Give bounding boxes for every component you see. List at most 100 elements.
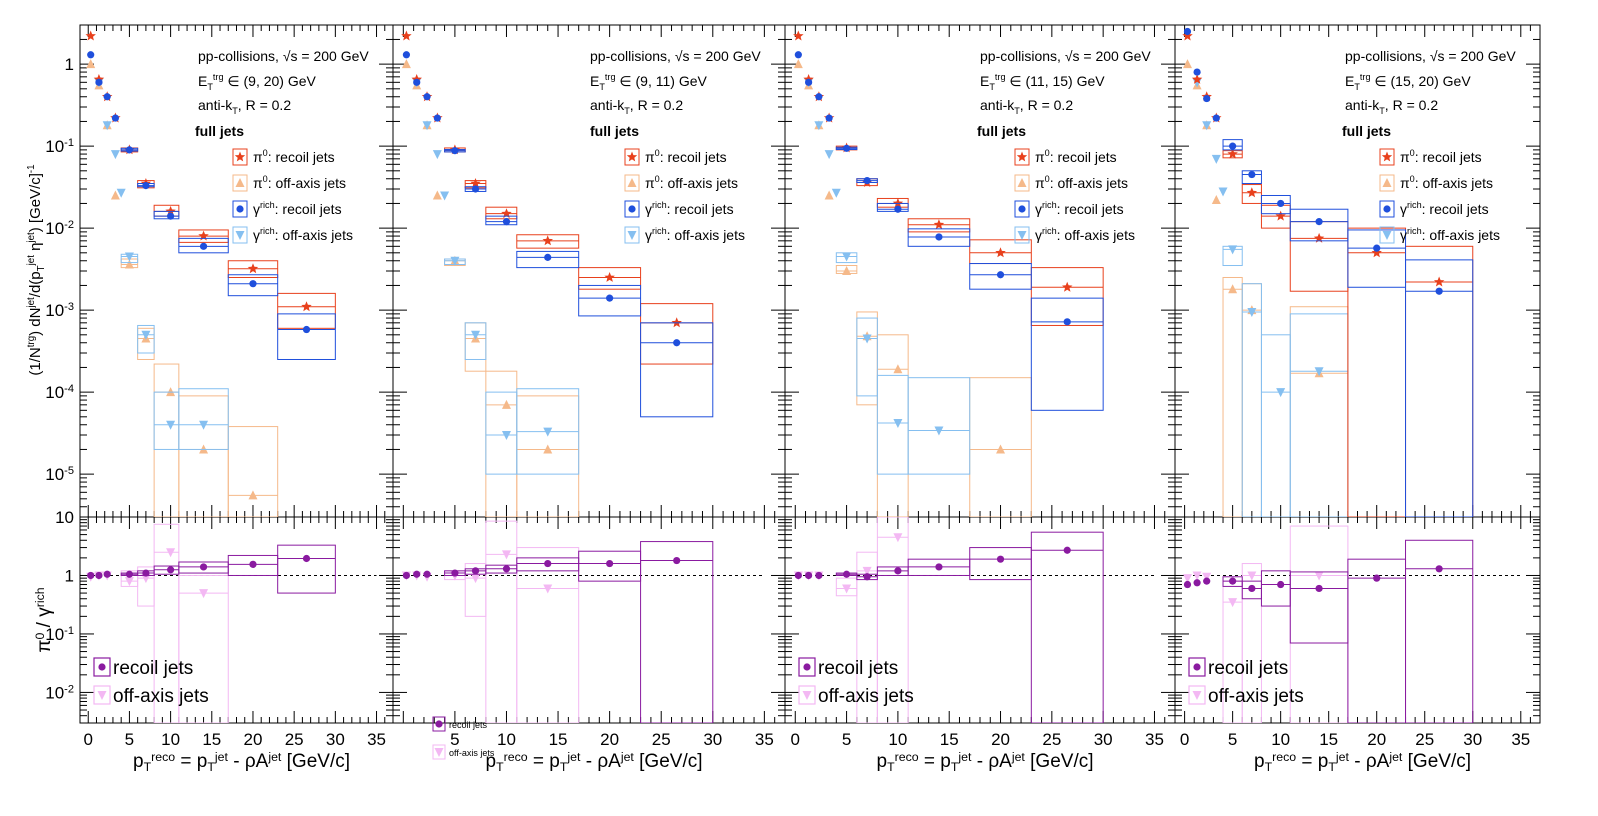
top-frame [392, 24, 786, 518]
pi0-recoil-point [301, 301, 312, 312]
legend-marker [235, 178, 245, 187]
legend-box [1379, 226, 1395, 244]
x-tick-label: 5 [842, 730, 851, 749]
gamma-recoil-point [1063, 318, 1071, 326]
legend-label: γrich​: recoil jets [1400, 200, 1489, 217]
legend-marker [234, 151, 246, 162]
gamma-offaxis-point [893, 419, 903, 429]
legend-box [432, 744, 446, 760]
gamma-recoil-syst-box [1030, 297, 1104, 411]
pi0-recoil-point [1227, 148, 1238, 159]
legend-box [1379, 200, 1395, 218]
legend-marker [1383, 205, 1391, 213]
gamma-recoil-syst-box [1289, 208, 1349, 242]
panel-3: 0 5 10 15 20 25 30 35 pp-collisions, √s = 200 Ge… [784, 24, 1176, 774]
x-tick-label: 25 [285, 730, 304, 749]
x-tick-label: 10 [1271, 730, 1290, 749]
legend-box [232, 226, 248, 244]
ratio-recoil-point [167, 566, 175, 574]
gamma-recoil-point [805, 78, 813, 86]
ratio-recoil-syst-box [1405, 539, 1474, 723]
x-tick-label: 0 [791, 730, 800, 749]
info-collision: pp-collisions, √s = 200 GeV [980, 48, 1151, 64]
ratio-recoil-syst-box [969, 547, 1032, 581]
gamma-recoil-syst-box [907, 228, 971, 247]
pi0-offaxis-point [86, 59, 96, 69]
legend-box [1014, 226, 1030, 244]
legend-label: recoil jets [1208, 658, 1288, 679]
legend-label: π0​: off-axis jets [645, 174, 738, 191]
legend-label: γrich​: recoil jets [1035, 200, 1124, 217]
legend-marker [434, 748, 444, 757]
gamma-offaxis-point [124, 252, 134, 262]
gamma-recoil-syst-box [1260, 194, 1291, 215]
ratio-offaxis-point [501, 550, 511, 560]
gamma-offaxis-point [102, 121, 112, 131]
gamma-recoil-point [413, 78, 421, 86]
info-trigger: ET​trg​ ∈ (15, 20) GeV [1345, 72, 1471, 92]
gamma-recoil-point [935, 233, 943, 241]
ratio-recoil-point [125, 570, 134, 578]
gamma-recoil-point [1315, 218, 1323, 226]
y-tick-label: 10-1​ [45, 137, 74, 156]
spectra-plot [793, 30, 1104, 517]
legend-marker [1017, 231, 1027, 240]
gamma-offaxis-syst-box [1241, 283, 1262, 517]
legend-box [232, 174, 248, 192]
gamma-recoil-point [842, 144, 851, 152]
gamma-recoil-point [815, 93, 823, 101]
pi0-offaxis-syst-box [1222, 276, 1243, 517]
ratio-recoil-point [996, 555, 1005, 563]
gamma-recoil-point [1193, 68, 1201, 76]
gamma-offaxis-syst-box [178, 388, 229, 450]
ratio-plot [86, 523, 336, 723]
ratio-offaxis-point [862, 566, 872, 576]
x-tick-label: 30 [326, 730, 345, 749]
ratio-offaxis-syst-box [1241, 563, 1262, 723]
pi0-recoil-point [1246, 187, 1258, 198]
ratio-offaxis-syst-box [178, 574, 229, 723]
legend-marker [1016, 151, 1028, 162]
ratio-recoil-syst-box [1347, 558, 1407, 723]
gamma-recoil-point [103, 93, 111, 101]
legend-box [624, 200, 640, 218]
gamma-recoil-point [794, 51, 802, 59]
ratio-recoil-point [1183, 580, 1192, 589]
ratio-offaxis-syst-box [516, 547, 580, 723]
pi0-offaxis-point [793, 59, 803, 69]
pi0-recoil-syst-box [1289, 221, 1349, 292]
ratio-offaxis-point [543, 584, 553, 594]
gamma-recoil-syst-box [640, 322, 714, 418]
gamma-recoil-point [996, 271, 1005, 279]
pi0-recoil-point [198, 230, 209, 241]
x-axis-title: pT​reco​ = pT​jet​ - ρAjet​ [GeV/c] [876, 750, 1093, 774]
pi0-recoil-syst-box [1347, 227, 1407, 517]
legend-box [1188, 685, 1206, 705]
ratio-recoil-point [502, 565, 511, 573]
x-tick-label: 5 [1228, 730, 1237, 749]
legend-label: π0​: recoil jets [1400, 148, 1482, 165]
legend-label: off-axis jets [1208, 686, 1304, 707]
gamma-offaxis-point [471, 330, 481, 340]
pi0-offaxis-point [166, 387, 176, 397]
ratio-recoil-point [1248, 584, 1256, 593]
info-jettype: full jets [195, 123, 244, 139]
gamma-recoil-point [1277, 199, 1285, 208]
gamma-recoil-point [502, 218, 511, 226]
legend-box [1188, 657, 1206, 677]
pi0-offaxis-point [893, 364, 903, 374]
gamma-offaxis-point [166, 420, 176, 430]
y-tick-label: 10-4​ [45, 383, 74, 402]
legend-label: off-axis jets [818, 686, 914, 707]
legend-marker [803, 663, 811, 671]
legend-marker [802, 691, 812, 700]
x-tick-label: 10 [497, 730, 516, 749]
legend-label: recoil jets [113, 658, 193, 679]
gamma-recoil-point [1248, 170, 1256, 179]
gamma-recoil-point [142, 182, 150, 190]
legend-label: recoil jets [449, 720, 488, 730]
legend-label: π0​: recoil jets [1035, 148, 1117, 165]
gamma-offaxis-point [862, 334, 872, 344]
ratio-recoil-syst-box [1260, 570, 1291, 607]
pi0-recoil-point [501, 208, 512, 219]
